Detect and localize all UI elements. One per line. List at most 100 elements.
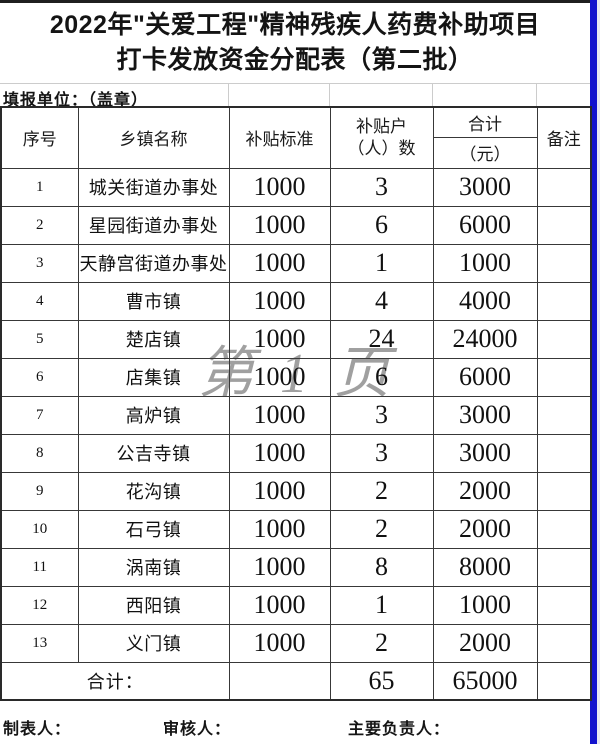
cell-no: 1 [0, 167, 79, 207]
cell-remark [536, 623, 592, 663]
page-title-line1: 2022年"关爱工程"精神残疾人药费补助项目 [49, 11, 541, 39]
total-standard [228, 661, 331, 701]
cell-town: 涡南镇 [77, 547, 230, 587]
page-right-margin [597, 0, 600, 744]
gridline [536, 84, 537, 107]
cell-remark [536, 395, 592, 435]
gridline [329, 84, 330, 107]
cell-standard: 1000 [228, 509, 331, 549]
header-no: 序号 [0, 106, 79, 169]
cell-town: 城关街道办事处 [77, 167, 230, 207]
cell-standard: 1000 [228, 433, 331, 473]
cell-standard: 1000 [228, 623, 331, 663]
cell-count: 3 [329, 167, 434, 207]
page-title: 2022年"关爱工程"精神残疾人药费补助项目 打卡发放资金分配表（第二批） [0, 8, 590, 78]
cell-total: 2000 [432, 623, 538, 663]
cell-standard: 1000 [228, 205, 331, 245]
cell-no: 4 [0, 281, 79, 321]
cell-count: 3 [329, 395, 434, 435]
page-title-line2: 打卡发放资金分配表（第二批） [116, 46, 474, 74]
cell-town: 义门镇 [77, 623, 230, 663]
cell-standard: 1000 [228, 357, 331, 397]
cell-count: 2 [329, 509, 434, 549]
preparer-label: 制表人： [3, 721, 72, 738]
cell-remark [536, 319, 592, 359]
page-break-blue-line [590, 0, 597, 744]
cell-remark [536, 433, 592, 473]
cell-total: 4000 [432, 281, 538, 321]
total-count: 65 [329, 661, 434, 701]
table-row: 3 天静宫街道办事处 1000 1 1000 [0, 243, 592, 283]
cell-town: 花沟镇 [77, 471, 230, 511]
cell-total: 3000 [432, 167, 538, 207]
header-row-2: （元） [1, 136, 591, 169]
header-count-line1: 补贴户 [356, 116, 407, 136]
cell-standard: 1000 [228, 281, 331, 321]
total-remark [536, 661, 592, 701]
cell-remark [536, 509, 592, 549]
table-row: 9 花沟镇 1000 2 2000 [0, 471, 592, 511]
cell-total: 6000 [432, 357, 538, 397]
cell-remark [536, 357, 592, 397]
cell-standard: 1000 [228, 395, 331, 435]
cell-remark [536, 205, 592, 245]
cell-count: 8 [329, 547, 434, 587]
cell-no: 5 [0, 319, 79, 359]
total-row: 合计： 65 65000 [0, 661, 592, 701]
table-row: 12 西阳镇 1000 1 1000 [0, 585, 592, 625]
header-total-unit: （元） [432, 136, 538, 169]
cell-total: 8000 [432, 547, 538, 587]
cell-no: 6 [0, 357, 79, 397]
responsible-label: 主要负责人： [348, 721, 451, 738]
cell-town: 高炉镇 [77, 395, 230, 435]
cell-total: 2000 [432, 471, 538, 511]
cell-town: 石弓镇 [77, 509, 230, 549]
header-standard: 补贴标准 [228, 106, 331, 169]
cell-no: 8 [0, 433, 79, 473]
cell-count: 1 [329, 585, 434, 625]
gridline [432, 84, 433, 107]
cell-town: 星园街道办事处 [77, 205, 230, 245]
table-row: 8 公吉寺镇 1000 3 3000 [0, 433, 592, 473]
cell-remark [536, 547, 592, 587]
table-body: 1 城关街道办事处 1000 3 3000 2 星园街道办事处 1000 6 6000 3 天静宫街道… [0, 167, 592, 663]
cell-count: 2 [329, 623, 434, 663]
cell-no: 7 [0, 395, 79, 435]
cell-remark [536, 167, 592, 207]
table-row: 7 高炉镇 1000 3 3000 [0, 395, 592, 435]
cell-no: 13 [0, 623, 79, 663]
cell-count: 6 [329, 357, 434, 397]
cell-town: 曹市镇 [77, 281, 230, 321]
cell-standard: 1000 [228, 319, 331, 359]
reporting-unit-row: 填报单位：（盖章） [0, 83, 590, 109]
cell-remark [536, 585, 592, 625]
cell-total: 6000 [432, 205, 538, 245]
header-count-line2: （人）数 [347, 138, 416, 158]
cell-total: 3000 [432, 433, 538, 473]
page-top-border [0, 0, 590, 3]
table-row: 11 涡南镇 1000 8 8000 [0, 547, 592, 587]
cell-no: 12 [0, 585, 79, 625]
total-amount: 65000 [432, 661, 538, 701]
cell-count: 4 [329, 281, 434, 321]
reporting-unit-label: 填报单位：（盖章） [3, 92, 149, 109]
reviewer-label: 审核人： [163, 721, 232, 738]
cell-no: 3 [0, 243, 79, 283]
cell-total: 2000 [432, 509, 538, 549]
header-row: 序号 乡镇名称 补贴标准 补贴户 （人）数 合计 备注 [0, 106, 592, 169]
header-count: 补贴户 （人）数 [329, 106, 434, 169]
cell-total: 1000 [432, 243, 538, 283]
cell-count: 6 [329, 205, 434, 245]
cell-town: 公吉寺镇 [77, 433, 230, 473]
gridline [228, 84, 229, 107]
table-row: 1 城关街道办事处 1000 3 3000 [0, 167, 592, 207]
signature-row: 制表人： 审核人： 主要负责人： [0, 713, 590, 738]
cell-total: 24000 [432, 319, 538, 359]
cell-total: 3000 [432, 395, 538, 435]
cell-standard: 1000 [228, 585, 331, 625]
cell-total: 1000 [432, 585, 538, 625]
cell-remark [536, 471, 592, 511]
cell-town: 店集镇 [77, 357, 230, 397]
cell-town: 西阳镇 [77, 585, 230, 625]
